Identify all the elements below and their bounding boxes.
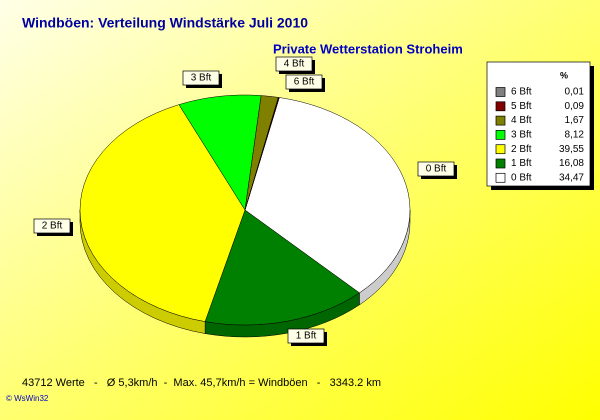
slice	[244, 97, 411, 294]
label-box	[33, 218, 71, 234]
label-box	[182, 70, 220, 86]
slice	[79, 104, 246, 322]
legend-swatch	[495, 130, 506, 140]
legend-label: 5 Bft	[511, 101, 532, 112]
legend-swatch	[495, 87, 506, 97]
slice-label: 6 Bft	[294, 77, 315, 88]
legend-value: 0,09	[565, 101, 585, 112]
legend-swatch	[495, 172, 506, 183]
label-box	[285, 74, 323, 90]
legend-value: 0,01	[565, 87, 585, 98]
slice-label: 1 Bft	[296, 331, 317, 342]
legend-value: 39,55	[559, 144, 584, 155]
label-box	[287, 328, 325, 344]
slice	[244, 97, 280, 211]
label-box	[275, 56, 313, 72]
legend-label: 3 Bft	[511, 130, 532, 141]
slice-label: 3 Bft	[191, 73, 212, 84]
label-box	[417, 161, 455, 177]
slice-label: 2 Bft	[42, 221, 63, 232]
legend-swatch	[495, 158, 506, 169]
legend-swatch	[495, 144, 506, 155]
slice	[204, 209, 360, 326]
slice-label: 0 Bft	[426, 164, 447, 175]
credit: © WsWin32	[6, 394, 49, 403]
legend-value: 8,12	[565, 130, 585, 141]
chart-subtitle: Private Wetterstation Stroheim	[273, 41, 463, 56]
footer: 43712 Werte - Ø 5,3km/h - Max. 45,7km/h …	[22, 377, 381, 389]
legend-label: 1 Bft	[511, 158, 532, 169]
legend-value: 1,67	[565, 115, 585, 126]
legend-label: 4 Bft	[511, 115, 532, 126]
legend-swatch	[495, 115, 506, 126]
legend-value: 16,08	[559, 158, 584, 169]
legend-label: 2 Bft	[511, 144, 532, 155]
legend-value: 34,47	[559, 172, 584, 183]
legend-label: 0 Bft	[511, 172, 532, 183]
legend-header: %	[560, 70, 568, 80]
slice-label: 4 Bft	[284, 59, 305, 70]
chart-title: Windböen: Verteilung Windstärke Juli 201…	[22, 15, 308, 31]
legend-label: 6 Bft	[511, 87, 532, 98]
legend-swatch	[495, 101, 506, 112]
